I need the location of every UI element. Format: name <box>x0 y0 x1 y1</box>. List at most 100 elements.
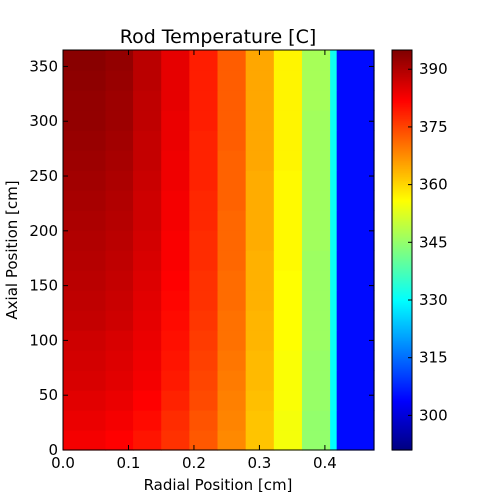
colorbar-segment <box>392 204 412 207</box>
heatmap-cell <box>133 50 162 71</box>
heatmap-cell <box>245 50 275 71</box>
heatmap-cell <box>63 269 107 291</box>
colorbar-tick-label: 345 <box>419 233 448 251</box>
heatmap-cell <box>161 349 190 371</box>
colorbar-segment <box>392 108 412 111</box>
heatmap-cell <box>63 149 107 171</box>
heatmap-cell <box>105 189 134 211</box>
colorbar-tick-label: 300 <box>419 406 448 424</box>
colorbar-segment <box>392 324 412 327</box>
heatmap-cell <box>301 69 331 91</box>
heatmap-cell <box>161 149 190 171</box>
heatmap-cell <box>273 130 303 151</box>
colorbar-segment <box>392 200 412 203</box>
heatmap-cell <box>161 210 190 231</box>
colorbar-segment <box>392 106 412 109</box>
heatmap-cell <box>217 170 247 191</box>
heatmap-cell <box>245 69 275 91</box>
plot-frame <box>62 49 375 451</box>
heatmap-cell <box>336 330 375 351</box>
colorbar-segment <box>392 238 412 241</box>
heatmap-cell <box>189 290 219 311</box>
heatmap-cell <box>105 389 134 411</box>
heatmap-cell <box>273 330 303 351</box>
colorbar-segment <box>392 382 412 385</box>
colorbar-segment <box>392 338 412 341</box>
colorbar-segment <box>392 214 412 217</box>
colorbar-segment <box>392 242 412 245</box>
heatmap-cell <box>330 130 338 151</box>
colorbar-segment <box>392 226 412 229</box>
colorbar-segment <box>392 74 412 77</box>
colorbar-segment <box>392 52 412 55</box>
colorbar-segment <box>392 414 412 417</box>
colorbar-segment <box>392 152 412 155</box>
heatmap-cell <box>273 109 303 131</box>
heatmap-cell <box>161 69 190 91</box>
colorbar-segment <box>392 390 412 393</box>
heatmap-cell <box>105 69 134 91</box>
colorbar-segment <box>392 244 412 247</box>
colorbar-segment <box>392 122 412 125</box>
colorbar-segment <box>392 266 412 269</box>
colorbar-segment <box>392 234 412 237</box>
colorbar-ticks: 300 315 330 345 360 375 390 <box>408 60 448 424</box>
heatmap-cell <box>105 410 134 431</box>
heatmap-cell <box>336 410 375 431</box>
colorbar-segment <box>392 110 412 113</box>
colorbar-segment <box>392 270 412 273</box>
y-tick-label: 350 <box>29 57 58 75</box>
colorbar-segment <box>392 64 412 67</box>
colorbar-segment <box>392 314 412 317</box>
colorbar-segment <box>392 402 412 405</box>
heatmap-cell <box>189 269 219 291</box>
colorbar-segment <box>392 328 412 331</box>
heatmap-cell <box>189 370 219 391</box>
heatmap-cell <box>217 309 247 331</box>
colorbar-segment <box>392 278 412 281</box>
colorbar-segment <box>392 376 412 379</box>
heatmap-cell <box>301 330 331 351</box>
heatmap-cell <box>330 349 338 371</box>
heatmap-cell <box>63 210 107 231</box>
colorbar-segment <box>392 268 412 271</box>
colorbar-border <box>391 49 413 451</box>
heatmap-cell <box>63 330 107 351</box>
colorbar-segment <box>392 176 412 179</box>
colorbar-segment <box>392 164 412 167</box>
x-tick-label: 0.0 <box>51 454 75 472</box>
heatmap-cell <box>301 370 331 391</box>
heatmap-cell <box>63 109 107 131</box>
colorbar-segment <box>392 80 412 83</box>
colorbar-segment <box>392 378 412 381</box>
colorbar-segment <box>392 358 412 361</box>
colorbar-segment <box>392 180 412 183</box>
heatmap-cell <box>161 229 190 251</box>
colorbar-segment <box>392 306 412 309</box>
colorbar-segment <box>392 250 412 253</box>
colorbar-segment <box>392 222 412 225</box>
colorbar-tick-label: 330 <box>419 291 448 309</box>
colorbar-segment <box>392 96 412 99</box>
colorbar-segment <box>392 372 412 375</box>
colorbar-segment <box>392 252 412 255</box>
colorbar-tick-label: 360 <box>419 176 448 194</box>
y-tick-label: 200 <box>29 222 58 240</box>
heatmap-cell <box>330 69 338 91</box>
heatmap-cell <box>133 330 162 351</box>
heatmap-cell <box>161 389 190 411</box>
heatmap-cell <box>217 69 247 91</box>
heatmap-cell <box>330 109 338 131</box>
heatmap-cell <box>133 189 162 211</box>
heatmap-cell <box>245 250 275 271</box>
heatmap-cell <box>133 130 162 151</box>
heatmap-cell <box>105 250 134 271</box>
heatmap-cell <box>217 250 247 271</box>
heatmap-cell <box>105 149 134 171</box>
heatmap-cell <box>301 170 331 191</box>
heatmap-cell <box>105 50 134 71</box>
heatmap-cell <box>245 210 275 231</box>
heatmap-cell <box>161 170 190 191</box>
heatmap-cell <box>217 269 247 291</box>
colorbar-segment <box>392 352 412 355</box>
